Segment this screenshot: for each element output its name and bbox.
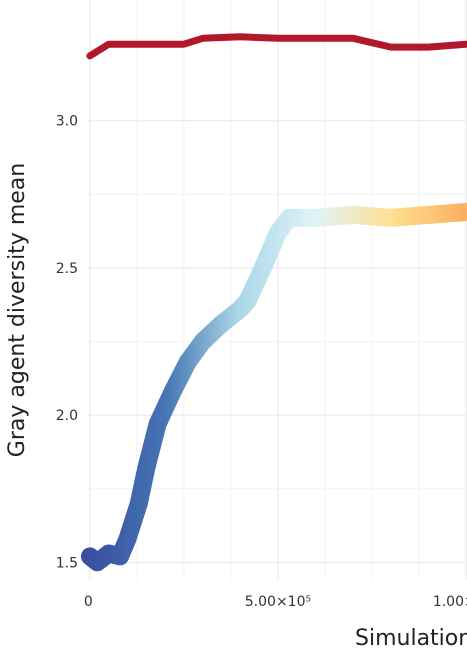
series-line [80,203,467,572]
x-axis-label: Simulation [355,626,467,651]
y-tick-label: 3.0 [56,114,78,130]
x-tick-label: 1.00×10⁶ [433,594,467,610]
series-line [86,33,467,60]
y-axis-label: Gray agent diversity mean [5,163,30,457]
x-tick-label: 0 [84,594,93,610]
y-tick-label: 2.0 [56,408,78,424]
y-tick-label: 2.5 [56,261,78,277]
y-tick-label: 1.5 [56,555,78,571]
x-tick-label: 5.00×10⁵ [245,594,311,610]
